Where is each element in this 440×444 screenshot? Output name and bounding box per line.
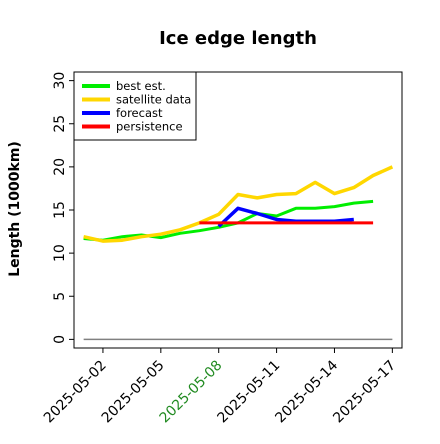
y-tick-label: 30 bbox=[52, 72, 68, 90]
y-tick-label: 5 bbox=[52, 292, 68, 301]
legend: best est.satellite dataforecastpersisten… bbox=[73, 71, 197, 141]
series-line-satellite-data bbox=[83, 165, 394, 243]
legend-label: forecast bbox=[116, 106, 163, 120]
legend-box bbox=[73, 71, 197, 141]
y-tick-label: 15 bbox=[52, 201, 68, 219]
y-tick-label: 10 bbox=[52, 244, 68, 262]
y-tick-label: 20 bbox=[52, 158, 68, 176]
series-line-forecast bbox=[217, 206, 354, 228]
y-tick-label: 0 bbox=[52, 335, 68, 344]
legend-label: persistence bbox=[116, 120, 183, 134]
y-axis-label: Length (1000km) bbox=[7, 141, 23, 277]
chart-title: Ice edge length bbox=[159, 28, 317, 49]
y-tick-label: 25 bbox=[52, 115, 68, 133]
legend-label: satellite data bbox=[116, 93, 191, 107]
x-tick-label: 2025-05-17 bbox=[330, 358, 399, 427]
legend-label: best est. bbox=[116, 79, 166, 93]
series-line-best-est- bbox=[83, 199, 374, 242]
